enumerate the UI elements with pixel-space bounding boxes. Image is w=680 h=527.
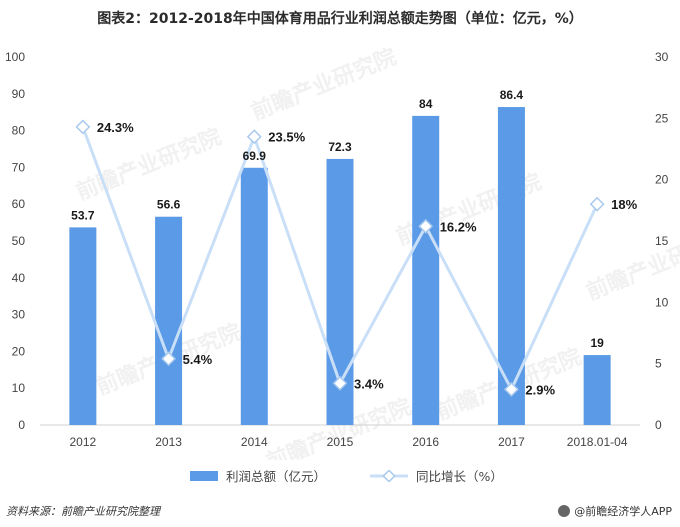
bar-value-label: 72.3 [328, 140, 352, 154]
line-value-label: 3.4% [354, 376, 384, 391]
x-tick-label: 2013 [155, 435, 182, 449]
legend-item-line: 同比增长（%） [370, 466, 503, 485]
line-value-label: 16.2% [440, 219, 477, 234]
x-tick-label: 2015 [327, 435, 354, 449]
brand-logo-icon [558, 505, 571, 517]
x-tick-label: 2016 [412, 435, 439, 449]
y-right-tick-label: 15 [655, 234, 669, 248]
line-value-label: 23.5% [268, 130, 305, 145]
y-right-tick-label: 25 [655, 111, 669, 125]
x-tick-label: 2017 [498, 435, 525, 449]
right-axis: 0 5 10 15 20 25 30 [655, 50, 669, 432]
brand: @前瞻经济学人APP [558, 503, 672, 519]
y-left-tick-label: 20 [12, 344, 26, 358]
x-axis-labels: 2012 2013 2014 2015 2016 2017 2018.01-04 [70, 435, 628, 449]
legend-item-bar: 利润总额（亿元） [190, 466, 326, 485]
y-left-tick-label: 100 [5, 50, 25, 64]
line-value-label: 24.3% [97, 120, 134, 135]
line-point [75, 119, 91, 135]
bar-value-label: 84 [419, 97, 433, 111]
y-left-tick-label: 90 [12, 87, 26, 101]
bar [155, 216, 183, 425]
data-labels: 53.7 56.6 69.9 72.3 84 86.4 19 24.3% 5.4% 23.5% 3.… [71, 88, 637, 397]
line-value-label: 2.9% [525, 382, 555, 397]
y-right-tick-label: 30 [655, 50, 669, 64]
y-left-tick-label: 40 [12, 271, 26, 285]
line-value-label: 18% [611, 197, 637, 212]
line-value-label: 5.4% [183, 352, 213, 367]
bar-value-label: 56.6 [157, 198, 181, 212]
y-right-tick-label: 20 [655, 173, 669, 187]
brand-label: @前瞻经济学人APP [574, 505, 672, 518]
bar [497, 107, 525, 425]
legend-bar-label: 利润总额（亿元） [226, 469, 327, 484]
bar-value-label: 19 [590, 336, 604, 350]
combo-chart: 前瞻产业研究院前瞻产业研究院前瞻产业研究院前瞻产业研究院前瞻产业研究院前瞻产业研… [5, 44, 680, 460]
legend-line-swatch [370, 469, 408, 482]
x-tick-label: 2018.01-04 [567, 435, 628, 449]
bar-value-label: 53.7 [71, 208, 95, 222]
y-left-tick-label: 30 [12, 308, 26, 322]
line-point [161, 351, 176, 367]
chart-title: 图表2：2012-2018年中国体育用品行业利润总额走势图（单位：亿元，%） [97, 11, 583, 27]
y-left-tick-label: 10 [12, 381, 26, 395]
bar-value-label: 86.4 [500, 88, 524, 102]
x-tick-label: 2012 [70, 435, 97, 449]
line-point [418, 218, 434, 234]
line-point [246, 129, 262, 145]
y-right-tick-label: 0 [655, 418, 662, 432]
bar [240, 167, 268, 425]
bar [69, 227, 97, 425]
x-tick-label: 2014 [241, 435, 268, 449]
line-point [589, 196, 605, 212]
legend-bar-swatch [190, 470, 218, 481]
y-right-tick-label: 5 [655, 357, 662, 371]
legend-line-label: 同比增长（%） [416, 469, 503, 484]
bar-series [69, 107, 611, 425]
watermark-text: 前瞻产业研究院 [248, 44, 401, 126]
y-left-tick-label: 60 [12, 197, 26, 211]
bar [583, 355, 611, 425]
y-right-tick-label: 10 [655, 295, 669, 309]
y-left-tick-label: 0 [18, 418, 25, 432]
y-left-tick-label: 70 [12, 160, 26, 174]
bar-value-label: 69.9 [243, 149, 267, 163]
legend: 利润总额（亿元） 同比增长（%） [190, 466, 610, 486]
footer: 资料来源：前瞻产业研究院整理 @前瞻经济学人APP [0, 499, 680, 527]
y-left-tick-label: 50 [12, 234, 26, 248]
bar [412, 115, 440, 425]
source-note: 资料来源：前瞻产业研究院整理 [6, 505, 160, 518]
y-left-tick-label: 80 [12, 124, 26, 138]
line-point [504, 382, 519, 397]
line-series [75, 119, 605, 397]
line-point [332, 375, 348, 391]
